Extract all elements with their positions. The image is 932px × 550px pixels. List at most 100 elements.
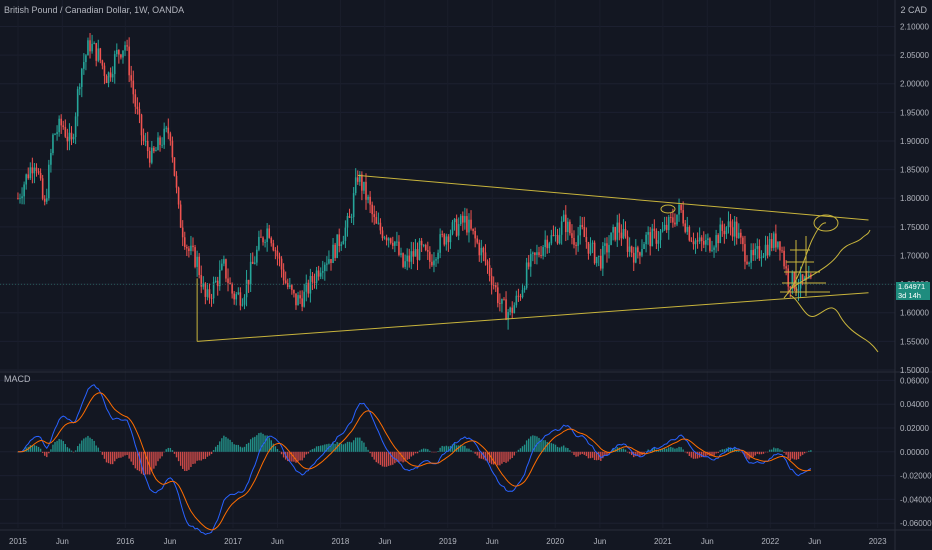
candle-body bbox=[371, 204, 373, 215]
candle-body bbox=[402, 253, 404, 267]
macd-histogram-bar bbox=[58, 439, 60, 452]
macd-histogram-bar bbox=[801, 451, 804, 455]
candle-body bbox=[447, 236, 450, 243]
candle-body bbox=[577, 235, 579, 246]
candle-body bbox=[142, 135, 145, 141]
candle-body bbox=[344, 227, 347, 241]
candle-body bbox=[124, 45, 126, 51]
macd-histogram-bar bbox=[48, 451, 50, 454]
macd-histogram-bar bbox=[272, 443, 275, 452]
macd-histogram-bar bbox=[517, 449, 520, 452]
candle-body bbox=[229, 282, 231, 285]
macd-histogram-bar bbox=[186, 451, 188, 471]
candle-body bbox=[523, 287, 526, 290]
candle-body bbox=[74, 116, 77, 138]
candle-body bbox=[630, 246, 633, 253]
candle-body bbox=[315, 270, 318, 283]
macd-histogram-bar bbox=[595, 451, 598, 461]
candle-body bbox=[72, 137, 75, 140]
macd-histogram-bar bbox=[276, 448, 279, 452]
candle-body bbox=[451, 222, 454, 234]
macd-histogram-bar bbox=[468, 448, 470, 452]
candle-body bbox=[476, 238, 479, 243]
candle-body bbox=[659, 231, 662, 241]
macd-histogram-bar bbox=[665, 448, 668, 452]
macd-histogram-bar bbox=[495, 451, 497, 465]
macd-histogram-bar bbox=[334, 443, 336, 452]
candle-body bbox=[443, 234, 446, 245]
macd-histogram-bar bbox=[678, 446, 680, 452]
macd-histogram-bar bbox=[618, 447, 621, 452]
price-tick-label: 1.95000 bbox=[900, 108, 929, 117]
candle-body bbox=[251, 261, 254, 264]
macd-title[interactable]: MACD bbox=[4, 374, 31, 384]
macd-histogram-bar bbox=[492, 451, 495, 465]
candle-body bbox=[138, 108, 141, 115]
macd-histogram-bar bbox=[602, 451, 604, 459]
candle-body bbox=[264, 242, 266, 243]
candle-body bbox=[204, 283, 207, 297]
macd-histogram-bar bbox=[542, 440, 544, 452]
candle-body bbox=[258, 236, 260, 250]
candle-body bbox=[715, 235, 717, 248]
macd-histogram-bar bbox=[600, 451, 602, 461]
candle-body bbox=[52, 134, 54, 154]
candle-body bbox=[140, 114, 143, 136]
macd-histogram-bar bbox=[163, 451, 165, 453]
candle-body bbox=[408, 255, 411, 262]
candle-body bbox=[628, 246, 631, 252]
macd-histogram-bar bbox=[241, 447, 244, 452]
candle-body bbox=[239, 292, 242, 306]
macd-histogram-bar bbox=[661, 448, 664, 452]
macd-histogram-bar bbox=[783, 451, 785, 453]
candle-body bbox=[159, 137, 161, 145]
time-tick-label: Jun bbox=[593, 537, 606, 546]
currency-label[interactable]: 2 CAD bbox=[900, 5, 927, 15]
candle-body bbox=[731, 227, 734, 237]
time-axis[interactable]: 2015 Jun 2016 Jun 2017 Jun 2018 Jun 2019 Jun 2020 J… bbox=[9, 537, 887, 546]
macd-histogram-bar bbox=[324, 444, 326, 452]
candle-body bbox=[37, 171, 40, 173]
macd-histogram-bar bbox=[569, 450, 571, 452]
macd-histogram-bar bbox=[200, 451, 202, 461]
macd-histogram-bar bbox=[155, 451, 157, 466]
annotation-circle-small bbox=[660, 204, 676, 214]
candle-body bbox=[231, 284, 233, 294]
candle-body bbox=[519, 296, 522, 298]
macd-histogram-bar bbox=[795, 451, 798, 460]
candle-body bbox=[515, 295, 518, 306]
macd-histogram-bar bbox=[367, 449, 369, 452]
macd-histogram-bar bbox=[91, 439, 93, 452]
user-drawings[interactable] bbox=[196, 174, 879, 353]
candle-body bbox=[764, 244, 767, 257]
candle-body bbox=[256, 249, 258, 263]
candle-body bbox=[655, 230, 658, 244]
candle-body bbox=[779, 241, 781, 251]
candle-body bbox=[381, 230, 384, 239]
price-tick-label: 2.05000 bbox=[900, 51, 929, 60]
candle-body bbox=[45, 198, 48, 202]
candle-body bbox=[470, 219, 472, 229]
macd-histogram-bar bbox=[369, 451, 371, 454]
candle-body bbox=[686, 226, 689, 232]
macd-histogram-bar bbox=[352, 440, 355, 452]
macd-axis[interactable]: 0.06000 0.04000 0.02000 0.00000 -0.02000 -0.0… bbox=[900, 376, 932, 528]
macd-histogram-bar bbox=[258, 433, 260, 452]
macd-histogram-bar bbox=[311, 449, 314, 452]
price-axis[interactable]: 2.10000 2.05000 2.00000 1.95000 1.90000 1.850… bbox=[900, 22, 929, 375]
macd-histogram-bar bbox=[416, 451, 419, 454]
macd-histogram-bar bbox=[563, 445, 565, 452]
macd-histogram-bar bbox=[357, 437, 359, 452]
symbol-title[interactable]: British Pound / Canadian Dollar, 1W, OAN… bbox=[4, 5, 185, 15]
candle-body bbox=[564, 214, 567, 233]
macd-histogram-bar bbox=[29, 445, 32, 452]
macd-histogram-bar bbox=[773, 447, 775, 452]
macd-histogram-bar bbox=[385, 451, 388, 467]
candle-body bbox=[89, 40, 91, 52]
candle-body bbox=[280, 258, 283, 270]
macd-histogram-bar bbox=[107, 451, 110, 464]
price-gridlines bbox=[0, 25, 895, 371]
macd-tick-label: 0.04000 bbox=[900, 400, 929, 409]
macd-histogram-bar bbox=[478, 451, 480, 459]
